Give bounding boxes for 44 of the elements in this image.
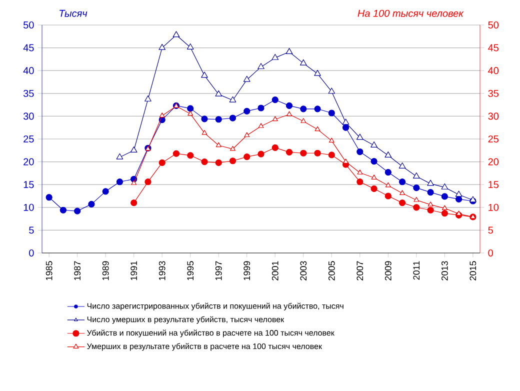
y2-tick-label: 20	[488, 158, 499, 166]
y-tick-label: 30	[23, 112, 34, 120]
x-tick-label: 1987	[74, 261, 81, 280]
y2-tick-label: 15	[488, 181, 498, 188]
x-tick-label: 1991	[130, 261, 138, 280]
x-tick-label: 2003	[300, 261, 307, 280]
y-tick-label: 45	[23, 44, 34, 52]
legend-label: Убийств и покушений на убийство в расчете на 100 тысяч человек	[87, 330, 334, 338]
y-tick-label: 10	[24, 204, 34, 211]
x-tick-label: 1995	[187, 261, 194, 280]
x-tick-label: 1999	[244, 261, 250, 280]
x-tick-label: 2001	[272, 261, 278, 280]
x-tick-label: 2011	[413, 261, 420, 280]
y-axis-title: Тысяч	[60, 10, 88, 17]
y-tick-label: 50	[23, 21, 34, 29]
y-tick-label: 35	[23, 90, 34, 97]
y-tick-label: 25	[24, 135, 34, 143]
legend-label: Число умерших в результате убийств, тысяч человек	[87, 316, 284, 324]
y2-tick-label: 45	[488, 44, 498, 52]
y-tick-label: 15	[24, 181, 34, 188]
legend-label: Число зарегистрированных убийств и покушений на убийство, тысяч	[87, 302, 344, 310]
x-tick-label: 1989	[102, 261, 109, 280]
legend-label: Умерших в результате убийств в расчете на 100 тысяч человек	[87, 343, 322, 351]
y2-tick-label: 30	[488, 112, 499, 120]
x-tick-label: 1997	[215, 261, 222, 280]
y-tick-label: 5	[29, 226, 34, 234]
y2-tick-label: 0	[488, 249, 493, 257]
y2-tick-label: 40	[488, 67, 499, 74]
x-tick-label: 2005	[328, 261, 335, 280]
y2-tick-label: 5	[488, 226, 493, 234]
y2-axis-title: На 100 тысяч человек	[358, 10, 464, 17]
x-tick-label: 2009	[384, 261, 392, 280]
y2-tick-label: 50	[488, 21, 499, 29]
y2-tick-label: 35	[488, 90, 498, 97]
x-tick-label: 1993	[158, 261, 166, 280]
y2-tick-label: 25	[488, 135, 498, 143]
x-tick-label: 2015	[470, 261, 476, 280]
y2-tick-label: 10	[488, 204, 499, 211]
y-tick-label: 20	[24, 158, 34, 166]
y-tick-label: 40	[23, 67, 34, 74]
x-tick-label: 1985	[46, 261, 52, 280]
x-tick-label: 2013	[441, 261, 448, 280]
y-tick-label: 0	[29, 249, 34, 257]
x-tick-label: 2007	[356, 261, 364, 280]
